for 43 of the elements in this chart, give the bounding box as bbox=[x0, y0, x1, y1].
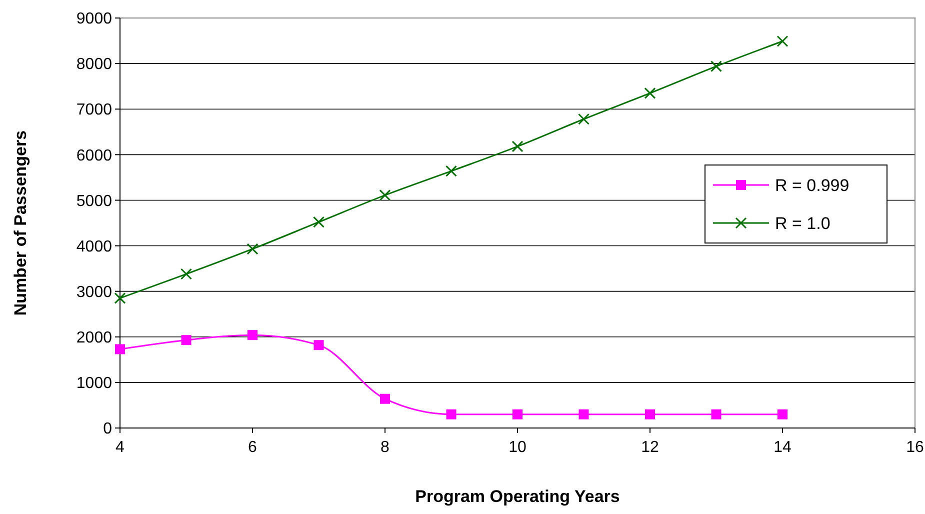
point bbox=[578, 113, 590, 125]
point bbox=[380, 394, 390, 404]
x-tick-label: 14 bbox=[774, 439, 792, 456]
point bbox=[180, 268, 192, 280]
point bbox=[313, 216, 324, 228]
y-tick-label: 5000 bbox=[76, 192, 112, 210]
point bbox=[644, 87, 656, 99]
y-tick-label: 9000 bbox=[76, 10, 112, 28]
x-tick-label: 10 bbox=[508, 439, 526, 456]
y-tick-label: 3000 bbox=[76, 284, 112, 301]
y-tick-label: 2000 bbox=[76, 329, 112, 346]
legend-label: R = 0.999 bbox=[775, 176, 850, 195]
point bbox=[578, 409, 589, 420]
point bbox=[776, 35, 788, 47]
x-tick-label: 8 bbox=[380, 439, 390, 456]
point bbox=[114, 292, 126, 304]
point bbox=[446, 409, 456, 420]
y-axis-title: Number of Passengers bbox=[11, 130, 30, 316]
point bbox=[314, 340, 324, 350]
point bbox=[379, 189, 391, 201]
x-tick-label: 12 bbox=[641, 439, 659, 456]
legend-label: R = 1.0 bbox=[775, 214, 830, 233]
point bbox=[512, 409, 522, 420]
point bbox=[710, 60, 722, 72]
point bbox=[512, 140, 524, 152]
point bbox=[778, 409, 788, 420]
y-tick-label: 4000 bbox=[76, 238, 112, 256]
y-tick-label: 1000 bbox=[76, 375, 112, 392]
point bbox=[115, 344, 125, 354]
y-tick-label: 6000 bbox=[76, 147, 112, 164]
y-tick-label: 0 bbox=[103, 420, 112, 438]
point bbox=[446, 165, 457, 177]
point bbox=[248, 330, 258, 340]
point bbox=[645, 409, 655, 420]
point bbox=[181, 335, 192, 346]
y-tick-label: 8000 bbox=[76, 56, 112, 74]
x-tick-label: 4 bbox=[116, 439, 125, 456]
point bbox=[246, 243, 258, 255]
x-tick-label: 16 bbox=[906, 439, 924, 456]
x-axis-title: Program Operating Years bbox=[415, 487, 620, 506]
y-tick-label: 7000 bbox=[76, 102, 112, 119]
x-tick-label: 6 bbox=[248, 439, 258, 456]
point bbox=[711, 409, 722, 420]
